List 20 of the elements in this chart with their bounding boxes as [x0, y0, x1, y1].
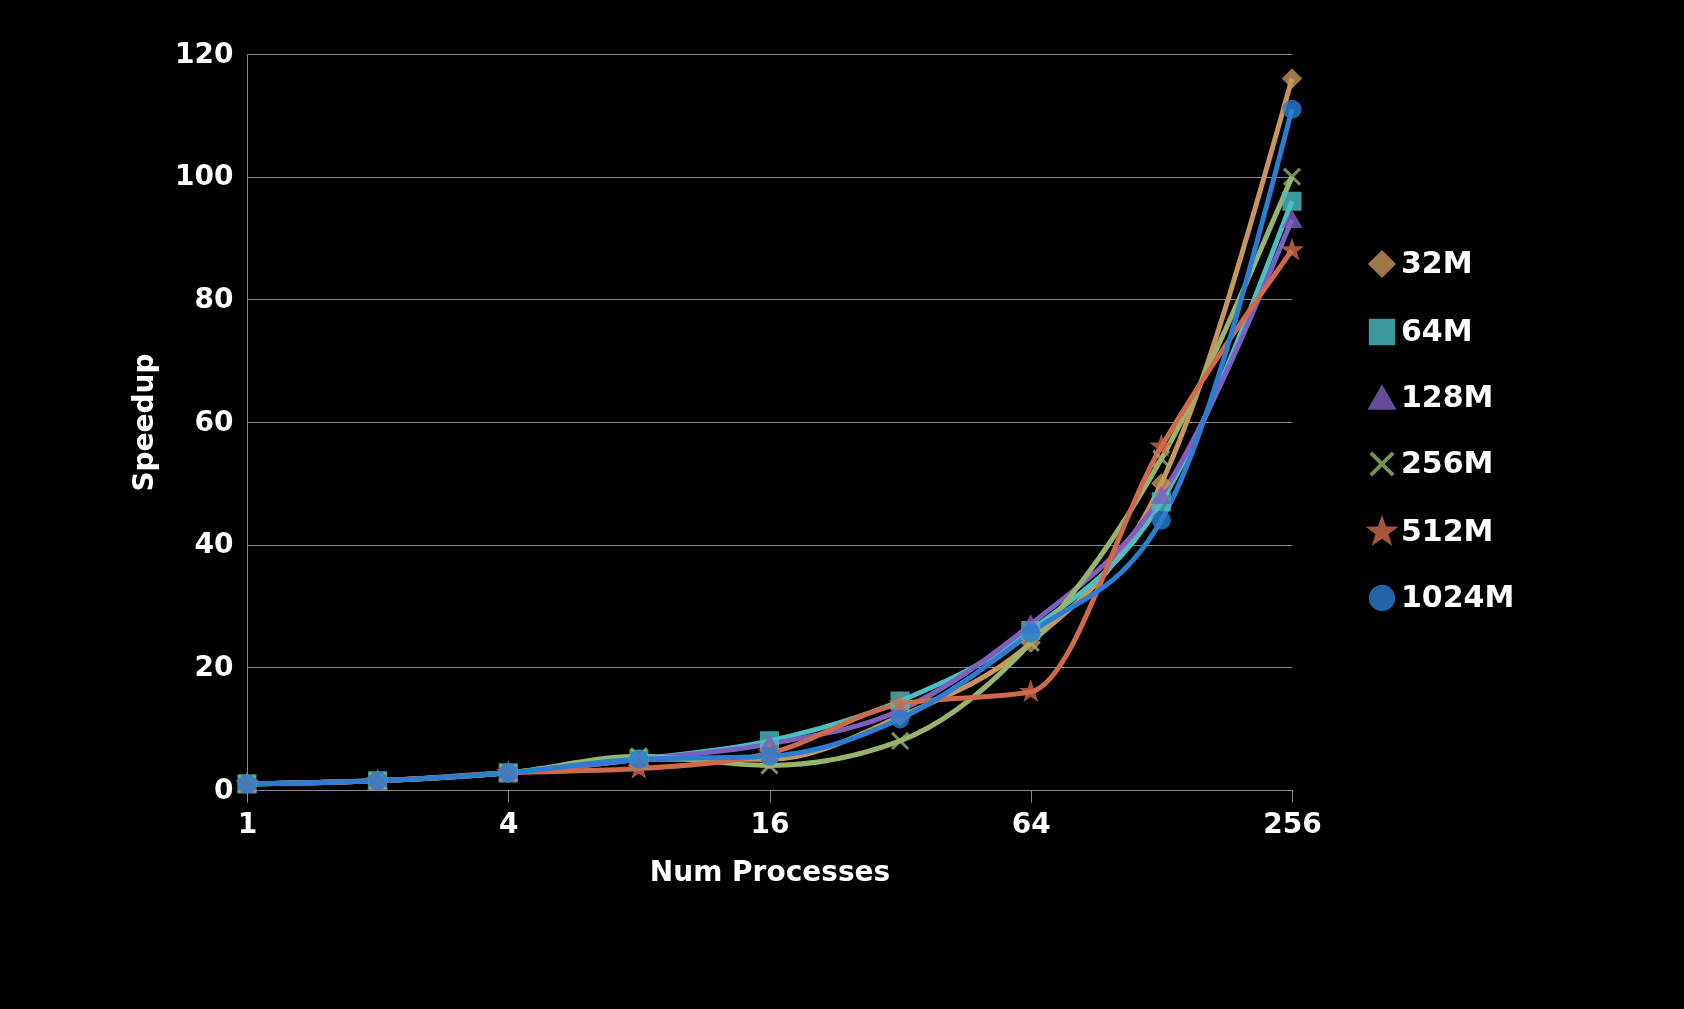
y-tick-label: 80: [194, 281, 234, 315]
y-tick-label: 120: [175, 36, 234, 70]
x-tick-label: 64: [1011, 806, 1051, 840]
x-tick-label: 16: [750, 806, 790, 840]
y-tick-label: 20: [194, 649, 234, 683]
x-tick-label: 1: [237, 806, 258, 840]
x-tick-label: 4: [499, 806, 519, 840]
y-tick-label: 60: [194, 404, 234, 438]
y-tick-label: 0: [214, 772, 234, 806]
y-tick-label: 100: [175, 159, 234, 193]
legend-label: 512M: [1401, 513, 1494, 548]
x-axis-title: Num Processes: [649, 854, 891, 888]
legend-label: 32M: [1401, 245, 1473, 280]
y-tick-label: 40: [194, 527, 234, 561]
legend-label: 128M: [1401, 379, 1494, 414]
legend-label: 64M: [1401, 313, 1473, 348]
x-tick-label: 256: [1263, 806, 1322, 840]
y-axis-title: Speedup: [127, 353, 161, 492]
legend-label: 1024M: [1401, 579, 1515, 614]
legend-label: 256M: [1401, 445, 1494, 480]
